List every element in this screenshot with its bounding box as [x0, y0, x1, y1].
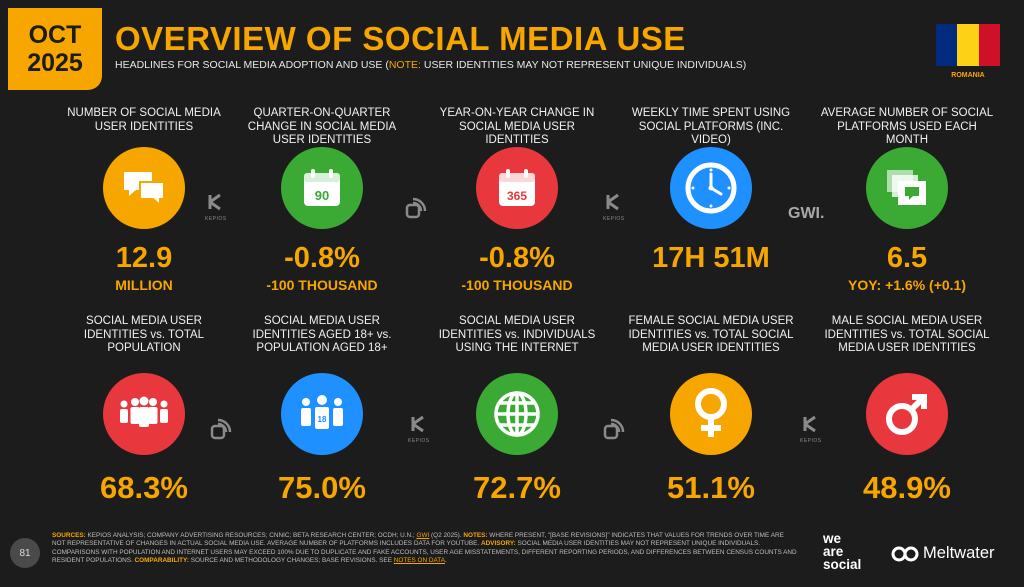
subtitle-note: NOTE:: [388, 59, 421, 71]
subtitle-main: HEADLINES FOR SOCIAL MEDIA ADOPTION AND …: [115, 59, 389, 71]
stat-value: 48.9%: [863, 470, 951, 505]
source-logo-icon: [210, 418, 232, 445]
stat-sub: -100 THOUSAND: [461, 277, 573, 293]
notes-label: NOTES:: [463, 532, 488, 539]
stat-label: AVERAGE NUMBER OF SOCIAL PLATFORMS USED …: [820, 107, 994, 146]
notes-on-data-link[interactable]: NOTES ON DATA: [393, 556, 445, 564]
comparability-text: SOURCE AND METHODOLOGY CHANGES; BASE REV…: [188, 556, 394, 564]
speech-bubbles-icon: [103, 147, 185, 229]
stat-card-male: MALE SOCIAL MEDIA USER IDENTITIES vs. TO…: [817, 315, 997, 503]
stat-value: -0.8%: [284, 242, 360, 274]
stat-label: SOCIAL MEDIA USER IDENTITIES AGED 18+ vs…: [252, 315, 392, 354]
stat-value: 51.1%: [667, 470, 755, 505]
brand1-line3: social: [823, 557, 862, 572]
we-are-social-logo: we are social: [823, 531, 862, 572]
stat-value: -0.8%: [479, 242, 555, 274]
stat-label: WEEKLY TIME SPENT USING SOCIAL PLATFORMS…: [631, 107, 791, 146]
crowd-icon: [103, 373, 185, 455]
stat-card-female: FEMALE SOCIAL MEDIA USER IDENTITIES vs. …: [621, 315, 801, 503]
stat-card-vs-population: SOCIAL MEDIA USER IDENTITIES vs. TOTAL P…: [54, 315, 234, 503]
kepios-logo-text: KEPIOS: [205, 216, 227, 222]
stat-value: 12.9: [115, 242, 173, 274]
source-logo-icon: [603, 418, 625, 445]
stat-card-vs-internet: SOCIAL MEDIA USER IDENTITIES vs. INDIVID…: [427, 315, 607, 503]
brand1-line2: are: [823, 544, 844, 559]
stat-card-qoq-change: QUARTER-ON-QUARTER CHANGE IN SOCIAL MEDI…: [232, 107, 412, 293]
female-symbol-icon: [670, 373, 752, 455]
stat-sub: -100 THOUSAND: [266, 277, 378, 293]
stat-label: SOCIAL MEDIA USER IDENTITIES vs. INDIVID…: [438, 315, 596, 354]
kepios-logo-text: KEPIOS: [408, 438, 430, 444]
calendar-90-icon: 90: [281, 147, 363, 229]
kepios-logo: KEPIOS: [603, 193, 625, 222]
date-badge: OCT 2025: [8, 8, 102, 90]
country-label: ROMANIA: [951, 72, 985, 79]
romania-flag-icon: [936, 24, 1000, 66]
notes-text: WHERE PRESENT, "[BASE REVISIONS]" INDICA…: [52, 532, 784, 548]
stat-label: NUMBER OF SOCIAL MEDIA USER IDENTITIES: [67, 107, 221, 133]
gwi-link[interactable]: GWI: [416, 532, 430, 539]
calendar-number: 365: [507, 189, 527, 203]
stat-sub: YOY: +1.6% (+0.1): [847, 277, 966, 293]
calendar-365-icon: 365: [476, 147, 558, 229]
stat-card-social-media-users: NUMBER OF SOCIAL MEDIA USER IDENTITIES 1…: [54, 107, 234, 293]
sources-text2: (Q2 2025).: [429, 532, 464, 539]
meltwater-logo: Meltwater: [890, 544, 995, 563]
date-month: OCT: [28, 20, 82, 49]
sources-label: SOURCES:: [52, 532, 86, 539]
adults-number: 18: [318, 415, 327, 424]
stat-label: MALE SOCIAL MEDIA USER IDENTITIES vs. TO…: [824, 315, 990, 354]
stat-label: QUARTER-ON-QUARTER CHANGE IN SOCIAL MEDI…: [247, 107, 397, 146]
stat-value: 17H 51M: [652, 242, 770, 274]
kepios-logo: KEPIOS: [800, 415, 822, 444]
stat-card-weekly-time: WEEKLY TIME SPENT USING SOCIAL PLATFORMS…: [621, 107, 801, 277]
stat-card-aged-18: SOCIAL MEDIA USER IDENTITIES AGED 18+ vs…: [232, 315, 412, 503]
advisory-label: ADVISORY:: [480, 540, 516, 548]
stat-label: SOCIAL MEDIA USER IDENTITIES vs. TOTAL P…: [83, 315, 205, 354]
page-title: OVERVIEW OF SOCIAL MEDIA USE: [115, 20, 686, 57]
stat-card-avg-platforms: AVERAGE NUMBER OF SOCIAL PLATFORMS USED …: [817, 107, 997, 293]
kepios-logo: KEPIOS: [408, 415, 430, 444]
stat-card-yoy-change: YEAR-ON-YEAR CHANGE IN SOCIAL MEDIA USER…: [427, 107, 607, 293]
footer-end: .: [445, 556, 447, 564]
brand1-line1: we: [823, 531, 842, 546]
meltwater-mark-icon: [891, 546, 919, 561]
stat-value: 72.7%: [473, 470, 561, 505]
page-number: 81: [10, 538, 40, 568]
gwi-logo: GWI.: [788, 205, 825, 222]
footer-notes: SOURCES: KEPIOS ANALYSIS; COMPANY ADVERT…: [52, 532, 798, 565]
clock-icon: [670, 147, 752, 229]
meltwater-text: Meltwater: [923, 544, 995, 562]
stat-sub: MILLION: [115, 277, 173, 293]
stat-value: 75.0%: [278, 470, 366, 505]
stacked-screens-icon: [866, 147, 948, 229]
stat-label: YEAR-ON-YEAR CHANGE IN SOCIAL MEDIA USER…: [439, 107, 595, 146]
stat-value: 6.5: [886, 242, 928, 274]
kepios-logo: KEPIOS: [205, 193, 227, 222]
source-logo-icon: [405, 197, 427, 224]
kepios-logo-text: KEPIOS: [603, 216, 625, 222]
stat-value: 68.3%: [100, 470, 188, 505]
calendar-number: 90: [315, 188, 329, 203]
sources-text: KEPIOS ANALYSIS; COMPANY ADVERTISING RES…: [85, 532, 417, 539]
page-subtitle: HEADLINES FOR SOCIAL MEDIA ADOPTION AND …: [115, 59, 746, 71]
adults-18-icon: 18: [281, 373, 363, 455]
male-symbol-icon: [866, 373, 948, 455]
kepios-logo-text: KEPIOS: [800, 438, 822, 444]
subtitle-rest: USER IDENTITIES MAY NOT REPRESENT UNIQUE…: [420, 59, 747, 71]
date-year: 2025: [27, 48, 83, 77]
stat-label: FEMALE SOCIAL MEDIA USER IDENTITIES vs. …: [628, 315, 794, 354]
advisory-text: SOCIAL MEDIA USER IDENTITIES MAY NOT REP…: [52, 540, 797, 564]
globe-icon: [476, 373, 558, 455]
comparability-label: COMPARABILITY:: [134, 556, 189, 564]
